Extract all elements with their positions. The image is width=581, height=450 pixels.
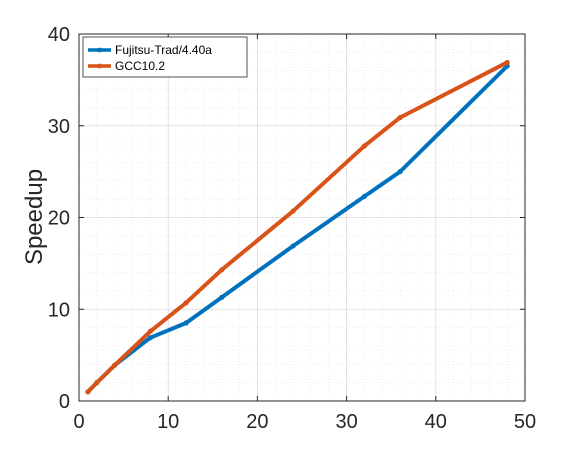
- data-point: [112, 362, 118, 368]
- x-tick-label: 20: [246, 411, 268, 433]
- x-tick-label: 50: [514, 411, 536, 433]
- y-axis-label: Speedup: [21, 169, 48, 265]
- data-point: [290, 208, 296, 214]
- data-point: [397, 169, 403, 175]
- data-point: [361, 143, 368, 149]
- y-tick-label: 0: [59, 391, 70, 413]
- x-tick-label: 40: [425, 411, 447, 433]
- data-point: [147, 335, 153, 341]
- legend-box: [82, 36, 248, 78]
- data-point: [504, 59, 510, 66]
- data-point: [361, 193, 368, 199]
- legend: Fujitsu-Trad/4.40a GCC10.2: [82, 36, 248, 78]
- y-tick-label: 10: [48, 299, 70, 321]
- legend-swatch-marker: [97, 63, 102, 69]
- x-tick-label: 10: [157, 411, 179, 433]
- x-tick-label: 30: [335, 411, 357, 433]
- y-tick-label: 20: [48, 208, 70, 230]
- legend-swatch-marker: [97, 47, 102, 53]
- data-point: [397, 114, 403, 121]
- data-point: [147, 328, 153, 334]
- data-point: [183, 320, 189, 326]
- data-point: [219, 267, 225, 273]
- tick-labels: 0 10 20 30 40 50 0 10 20 30 40: [48, 24, 536, 433]
- data-point: [290, 243, 296, 249]
- axes-layer: [78, 33, 526, 402]
- x-tick-label: 0: [73, 411, 84, 433]
- series-layer: [85, 59, 510, 395]
- y-tick-label: 30: [48, 116, 70, 138]
- series-2: [85, 59, 510, 395]
- y-tick-label: 40: [48, 24, 70, 46]
- legend-label: Fujitsu-Trad/4.40a: [115, 43, 212, 57]
- data-point: [94, 380, 100, 386]
- data-point: [85, 389, 91, 395]
- data-point: [219, 294, 225, 300]
- series-line: [85, 60, 510, 394]
- data-point: [183, 300, 189, 306]
- legend-label: GCC10.2: [115, 59, 165, 73]
